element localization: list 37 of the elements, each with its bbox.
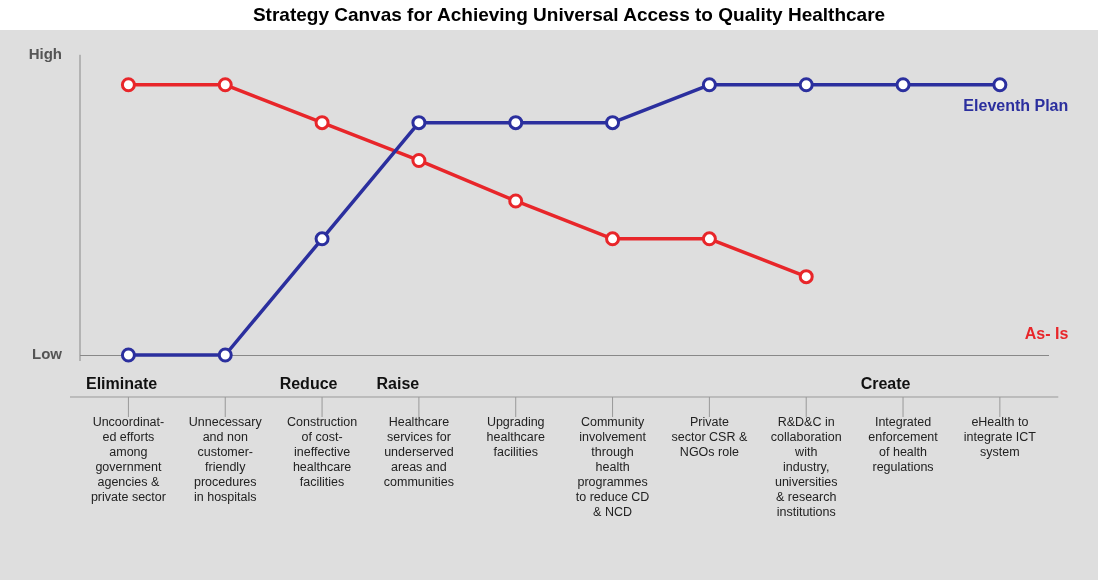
- point: [798, 77, 814, 93]
- point: [895, 77, 911, 93]
- text: Eliminate: [86, 375, 158, 393]
- text: Low: [32, 345, 63, 363]
- point: [314, 115, 330, 131]
- point: [314, 231, 330, 247]
- point: [798, 269, 814, 285]
- point: [411, 152, 427, 168]
- point: [411, 115, 427, 131]
- point: [701, 77, 717, 93]
- x-tick-label: Construction of cost- ineffective healthcare facilities: [286, 414, 358, 489]
- x-tick-label: Upgrading healthcare facilities: [486, 414, 545, 459]
- point: [992, 77, 1008, 93]
- text: High: [28, 44, 62, 62]
- x-tick-label: Healthcare services for underserved areas and communities: [383, 414, 454, 489]
- x-tick-label: Private sector CSR & NGOs role: [671, 414, 748, 459]
- text: Raise: [376, 375, 420, 393]
- series-label: Eleventh Plan: [963, 97, 1069, 115]
- point: [508, 115, 524, 131]
- x-tick-label: Integrated enforcement of health regulations: [868, 414, 939, 474]
- point: [120, 347, 136, 363]
- x-tick-label: Unnecessary and non customer- friendly procedures in hospitals: [188, 414, 263, 504]
- x-tick-label: eHealth to integrate ICT system: [963, 414, 1037, 459]
- text: Reduce: [279, 375, 338, 393]
- x-tick-label: R&D&C in collaboration with industry, universities & research institutions: [770, 414, 842, 519]
- text: As- Is: [1024, 325, 1069, 343]
- x-tick-label: Community involvement through health programmes to reduce CD & NCD: [575, 414, 650, 519]
- point: [217, 347, 233, 363]
- x-tick-label: Uncoordinat- ed efforts among government agencies & private sector: [90, 414, 166, 504]
- point: [605, 231, 621, 247]
- chart-title: Strategy Canvas for Achieving Universal Access to Quality Healthcare: [252, 3, 886, 25]
- point: [120, 77, 136, 93]
- point: [508, 193, 524, 209]
- point: [605, 115, 621, 131]
- point: [217, 77, 233, 93]
- text: Create: [860, 375, 911, 393]
- point: [701, 231, 717, 247]
